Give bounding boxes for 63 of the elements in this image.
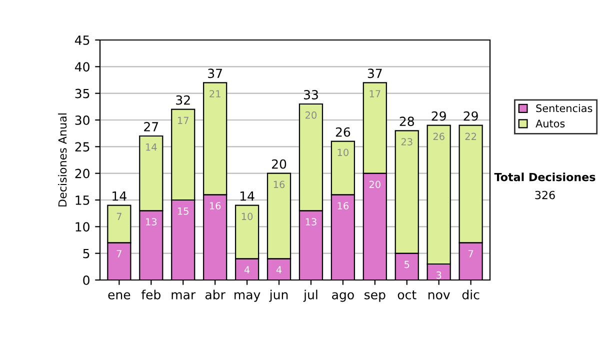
data-label: 13 — [306, 218, 316, 226]
x-tick-label: ene — [108, 292, 130, 300]
data-label: 16 — [274, 180, 285, 188]
x-tick-label: nov — [428, 292, 450, 300]
data-label: 15 — [178, 208, 188, 215]
y-tick-label: 15 — [76, 196, 90, 205]
data-label: 5 — [404, 260, 410, 268]
data-label: 21 — [210, 90, 220, 98]
data-label: 14 — [146, 144, 157, 151]
data-label: 4 — [276, 266, 282, 274]
data-label: 20 — [369, 180, 380, 188]
total-label: 29 — [432, 111, 446, 121]
x-tick-label: jun — [269, 290, 288, 302]
data-label: 17 — [178, 116, 188, 124]
x-tick-label: sep — [364, 292, 386, 302]
total-label: 14 — [240, 191, 254, 201]
total-label: 32 — [176, 95, 190, 105]
data-label: 10 — [242, 212, 253, 220]
total-label: 37 — [208, 68, 222, 78]
x-tick-label: abr — [205, 290, 226, 300]
total-label: 28 — [400, 116, 414, 126]
x-tick-label: jul — [303, 290, 318, 302]
total-label: 14 — [112, 191, 126, 201]
data-label: 7 — [116, 212, 122, 220]
y-tick-label: 35 — [75, 88, 90, 98]
y-axis-title: Decisiones Anual — [58, 114, 67, 206]
x-tick-label: may — [234, 292, 260, 302]
data-label: 22 — [465, 132, 476, 140]
text: 326 — [535, 190, 555, 200]
legend-label: Autos — [536, 120, 565, 128]
x-tick-label: oct — [398, 290, 416, 300]
y-tick-label: 20 — [75, 168, 90, 178]
data-label: 10 — [338, 148, 348, 156]
y-tick-label: 45 — [74, 36, 90, 45]
x-tick-label: mar — [172, 292, 196, 300]
data-label: 26 — [433, 132, 444, 140]
data-label: 23 — [401, 138, 412, 146]
total-label: 29 — [464, 111, 478, 121]
data-label: 4 — [244, 266, 250, 274]
total-label: 27 — [144, 122, 158, 132]
total-label: 26 — [336, 127, 350, 137]
data-label: 13 — [146, 218, 157, 226]
x-tick-label: ago — [332, 292, 354, 302]
y-tick-label: 0 — [83, 275, 90, 285]
total-label: 37 — [368, 68, 382, 78]
y-tick-label: 25 — [75, 142, 90, 152]
y-tick-label: 5 — [83, 248, 90, 258]
data-label: 17 — [370, 90, 380, 98]
data-label: 20 — [306, 111, 317, 119]
data-label: 3 — [436, 271, 442, 279]
y-tick-label: 30 — [75, 115, 90, 125]
data-label: 16 — [210, 202, 221, 210]
x-tick-label: feb — [141, 290, 160, 300]
x-tick-label: dic — [462, 290, 480, 300]
y-tick-label: 10 — [76, 222, 90, 232]
y-tick-label: 40 — [74, 62, 90, 72]
total-label: 20 — [272, 159, 286, 169]
legend-label: Sentencias — [536, 104, 592, 112]
data-label: 7 — [468, 250, 474, 258]
text: Total Decisiones — [494, 172, 596, 182]
data-label: 7 — [116, 250, 122, 258]
data-label: 16 — [338, 202, 349, 210]
total-label: 33 — [304, 90, 318, 100]
